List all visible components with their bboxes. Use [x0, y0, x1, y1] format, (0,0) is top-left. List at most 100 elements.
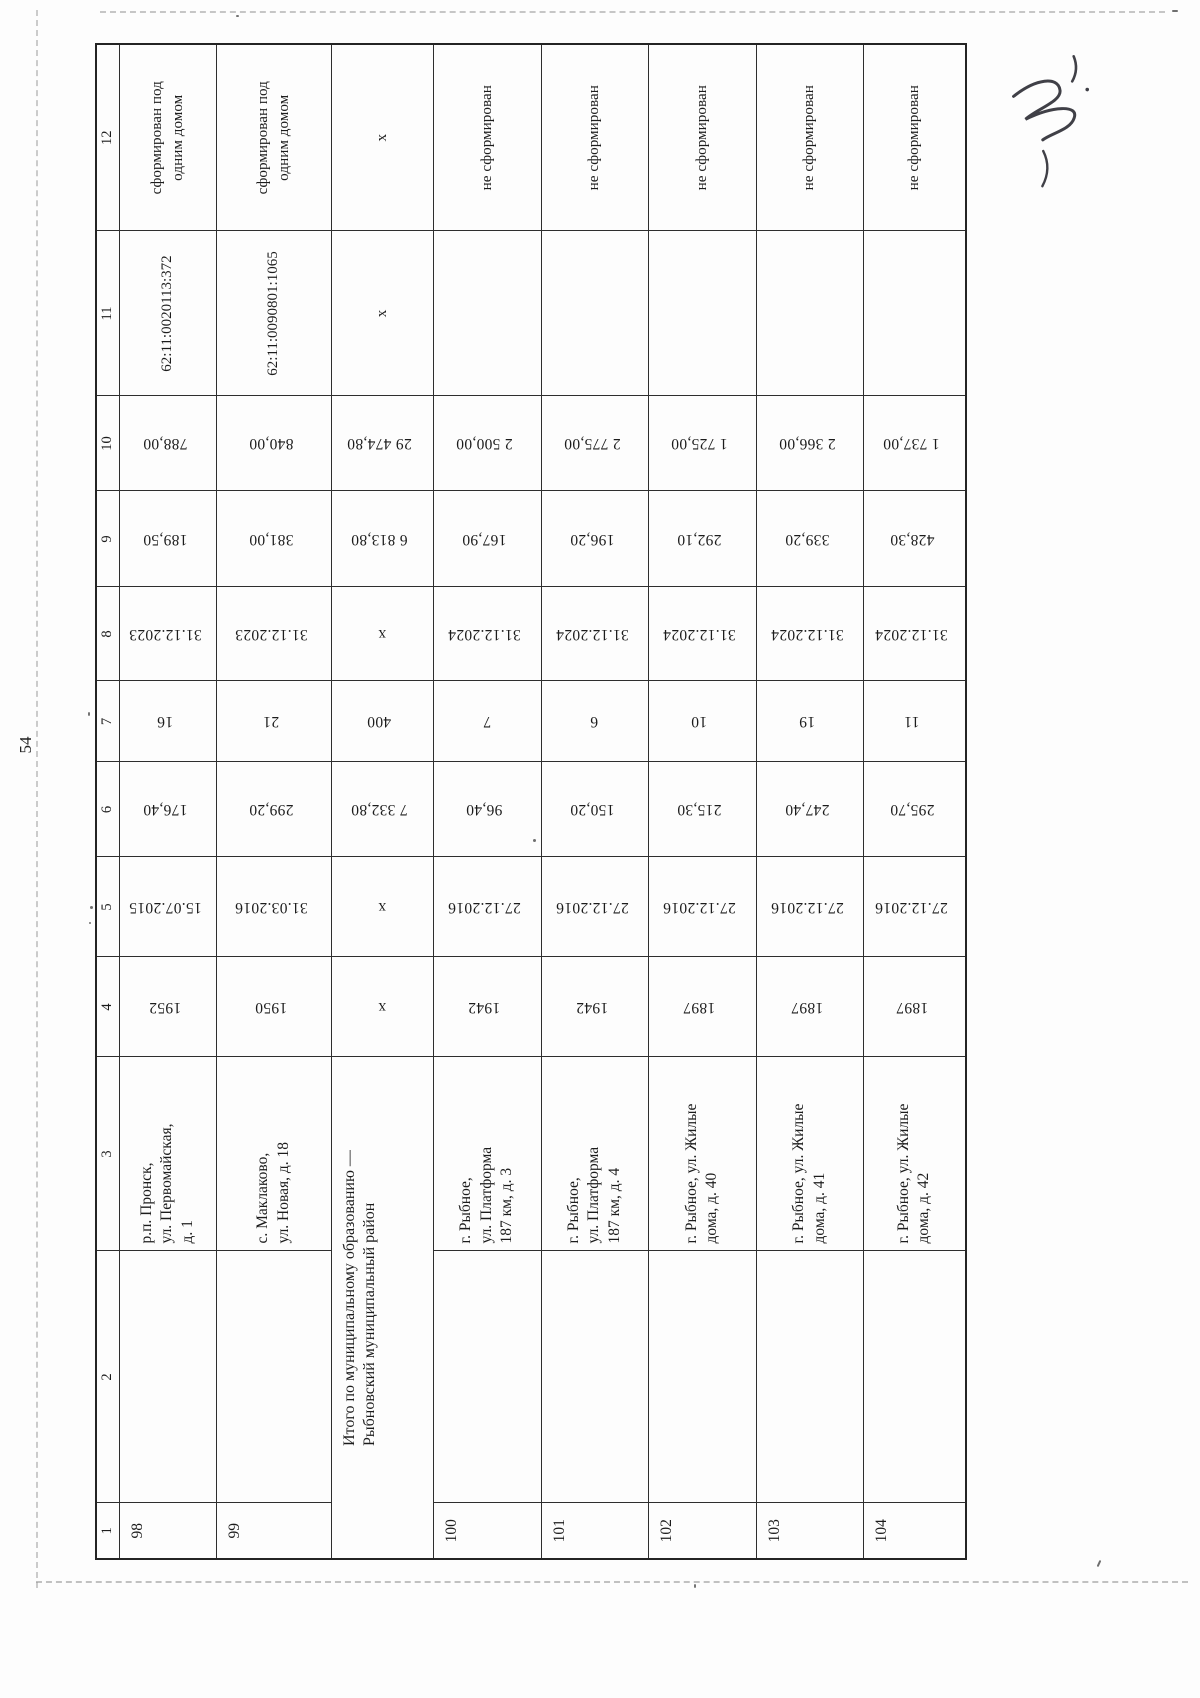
cell-area-total: 176,40 — [119, 762, 216, 857]
cell-date-resettlement: х — [331, 587, 433, 681]
cell-area-total: 96,40 — [433, 762, 541, 857]
scan-speck — [236, 15, 239, 17]
cell-col2 — [648, 1251, 756, 1503]
cell-total-label: Итого по муниципальному образованию — Ры… — [331, 1057, 433, 1559]
cell-date-privatization: 27.12.2016 — [541, 857, 648, 957]
cell-area-resettle: 339,20 — [756, 491, 863, 587]
column-header-9: 9 — [96, 491, 119, 587]
cell-row-number: 100 — [433, 1503, 541, 1559]
table-row: 98 р.п. Пронск, ул. Первомайская, д. 1 1… — [119, 44, 216, 1559]
cell-area-resettle: 167,90 — [433, 491, 541, 587]
cell-date-resettlement: 31.12.2023 — [119, 587, 216, 681]
cell-address: г. Рыбное, ул. Жилые дома, д. 42 — [863, 1057, 966, 1251]
cell-residents: 7 — [433, 681, 541, 762]
cell-cadastre — [756, 231, 863, 396]
table-row: 102 г. Рыбное, ул. Жилые дома, д. 40 189… — [648, 44, 756, 1559]
column-header-11: 11 — [96, 231, 119, 396]
cell-land-status: сформирован под одним домом — [216, 44, 331, 231]
cell-cadastre: 62:11:0020113:372 — [119, 231, 216, 396]
cell-residents: 16 — [119, 681, 216, 762]
cell-col2 — [119, 1251, 216, 1503]
table-row: 104 г. Рыбное, ул. Жилые дома, д. 42 189… — [863, 44, 966, 1559]
cell-date-resettlement: 31.12.2024 — [433, 587, 541, 681]
cell-area-resettle: 381,00 — [216, 491, 331, 587]
cell-date-privatization: 27.12.2016 — [863, 857, 966, 957]
cell-row-number: 104 — [863, 1503, 966, 1559]
cell-area-total: 299,20 — [216, 762, 331, 857]
cell-land-status: сформирован под одним домом — [119, 44, 216, 231]
header-row: 1 2 3 4 5 6 7 8 9 10 11 12 — [96, 44, 119, 1559]
cell-row-number: 99 — [216, 1503, 331, 1559]
cell-row-number: 98 — [119, 1503, 216, 1559]
column-header-6: 6 — [96, 762, 119, 857]
cell-year: 1942 — [541, 957, 648, 1057]
column-header-8: 8 — [96, 587, 119, 681]
cell-area-total: 295,70 — [863, 762, 966, 857]
cell-date-privatization: 27.12.2016 — [756, 857, 863, 957]
cell-cost: 1 725,00 — [648, 396, 756, 491]
page-number: 54 — [16, 736, 35, 754]
cell-cadastre: х — [331, 231, 433, 396]
total-row: Итого по муниципальному образованию — Ры… — [331, 44, 433, 1559]
cell-year: х — [331, 957, 433, 1057]
cell-address: р.п. Пронск, ул. Первомайская, д. 1 — [119, 1057, 216, 1251]
cell-col2 — [433, 1251, 541, 1503]
cell-address: с. Маклаково, ул. Новая, д. 18 — [216, 1057, 331, 1251]
cell-residents: 6 — [541, 681, 648, 762]
cell-area-resettle: 196,20 — [541, 491, 648, 587]
cell-year: 1950 — [216, 957, 331, 1057]
scan-speck — [88, 712, 90, 716]
cell-address: г. Рыбное, ул. Платформа 187 км, д. 3 — [433, 1057, 541, 1251]
cell-area-resettle: 6 813,80 — [331, 491, 433, 587]
cell-land-status: не сформирован — [541, 44, 648, 231]
column-header-10: 10 — [96, 396, 119, 491]
cell-date-resettlement: 31.12.2024 — [863, 587, 966, 681]
cell-date-resettlement: 31.12.2024 — [541, 587, 648, 681]
cell-address: г. Рыбное, ул. Жилые дома, д. 41 — [756, 1057, 863, 1251]
cell-year: 1897 — [756, 957, 863, 1057]
cell-date-resettlement: 31.12.2023 — [216, 587, 331, 681]
cell-row-number: 101 — [541, 1503, 648, 1559]
cell-date-privatization: х — [331, 857, 433, 957]
cell-address: г. Рыбное, ул. Жилые дома, д. 40 — [648, 1057, 756, 1251]
cell-date-resettlement: 31.12.2024 — [756, 587, 863, 681]
scan-speck — [533, 839, 536, 842]
cell-land-status: не сформирован — [756, 44, 863, 231]
cut-mark-left — [36, 10, 38, 1588]
table-row: 103 г. Рыбное, ул. Жилые дома, д. 41 189… — [756, 44, 863, 1559]
cell-address: г. Рыбное, ул. Платформа 187 км, д. 4 — [541, 1057, 648, 1251]
cell-year: 1897 — [863, 957, 966, 1057]
cell-date-privatization: 27.12.2016 — [433, 857, 541, 957]
cell-area-resettle: 189,50 — [119, 491, 216, 587]
scan-speck — [1172, 10, 1178, 12]
cell-cadastre — [541, 231, 648, 396]
cell-cost: 2 500,00 — [433, 396, 541, 491]
cell-cost: 840,00 — [216, 396, 331, 491]
table-header: 1 2 3 4 5 6 7 8 9 10 11 12 — [96, 44, 119, 1559]
table-row: 99 с. Маклаково, ул. Новая, д. 18 1950 3… — [216, 44, 331, 1559]
column-header-1: 1 — [96, 1503, 119, 1559]
column-header-4: 4 — [96, 957, 119, 1057]
cell-area-total: 7 332,80 — [331, 762, 433, 857]
table-row: 100 г. Рыбное, ул. Платформа 187 км, д. … — [433, 44, 541, 1559]
column-header-3: 3 — [96, 1057, 119, 1251]
cell-residents: 21 — [216, 681, 331, 762]
scan-speck — [1096, 1559, 1102, 1568]
cell-col2 — [756, 1251, 863, 1503]
cell-cadastre — [433, 231, 541, 396]
cell-cost: 1 737,00 — [863, 396, 966, 491]
cell-residents: 10 — [648, 681, 756, 762]
cell-date-privatization: 31.03.2016 — [216, 857, 331, 957]
cell-cadastre: 62:11:0090801:1065 — [216, 231, 331, 396]
cell-cost: 2 366,00 — [756, 396, 863, 491]
cell-residents: 400 — [331, 681, 433, 762]
rotated-table-container: 1 2 3 4 5 6 7 8 9 10 11 12 98 р.п. Пронс… — [95, 43, 967, 1560]
cell-date-privatization: 15.07.2015 — [119, 857, 216, 957]
cell-residents: 19 — [756, 681, 863, 762]
cell-land-status: не сформирован — [648, 44, 756, 231]
cell-col2 — [863, 1251, 966, 1503]
scan-speck — [694, 1584, 696, 1588]
scan-speck — [90, 906, 93, 909]
cell-col2 — [541, 1251, 648, 1503]
